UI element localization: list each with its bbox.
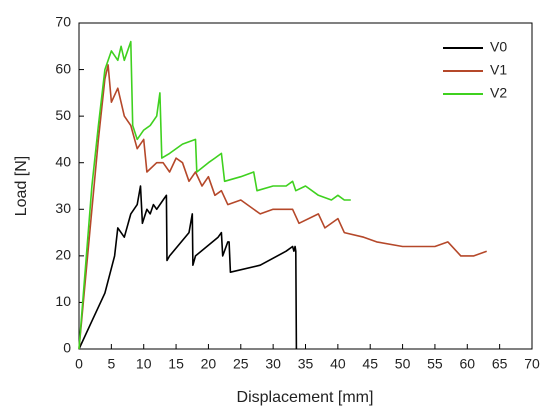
x-tick-label: 35 — [298, 356, 314, 372]
y-tick-label: 70 — [55, 14, 71, 30]
x-tick-label: 10 — [136, 356, 152, 372]
x-tick-label: 5 — [107, 356, 115, 372]
y-tick-label: 50 — [55, 107, 71, 123]
x-tick-label: 20 — [201, 356, 217, 372]
series-line — [78, 40, 351, 350]
legend-label: V2 — [490, 85, 507, 101]
x-tick-label: 30 — [265, 356, 281, 372]
x-axis-title: Displacement [mm] — [237, 389, 374, 406]
x-tick-label: 60 — [459, 356, 475, 372]
x-tick-label: 55 — [427, 356, 443, 372]
x-tick-label: 15 — [168, 356, 184, 372]
x-tick-label: 0 — [75, 356, 83, 372]
x-tick-label: 25 — [233, 356, 249, 372]
y-tick-label: 60 — [55, 60, 71, 76]
y-tick-label: 20 — [55, 247, 71, 263]
series-line — [78, 64, 487, 350]
x-tick-label: 45 — [362, 356, 378, 372]
x-tick-label: 40 — [330, 356, 346, 372]
y-tick-label: 40 — [55, 153, 71, 169]
y-tick-label: 30 — [55, 200, 71, 216]
y-tick-label: 0 — [63, 340, 71, 356]
x-tick-label: 50 — [395, 356, 411, 372]
y-tick-label: 10 — [55, 293, 71, 309]
y-axis-title: Load [N] — [13, 156, 30, 216]
x-tick-label: 65 — [492, 356, 508, 372]
series-line — [78, 185, 298, 350]
x-tick-label: 70 — [524, 356, 540, 372]
legend-label: V1 — [490, 62, 507, 78]
legend-label: V0 — [490, 39, 507, 55]
